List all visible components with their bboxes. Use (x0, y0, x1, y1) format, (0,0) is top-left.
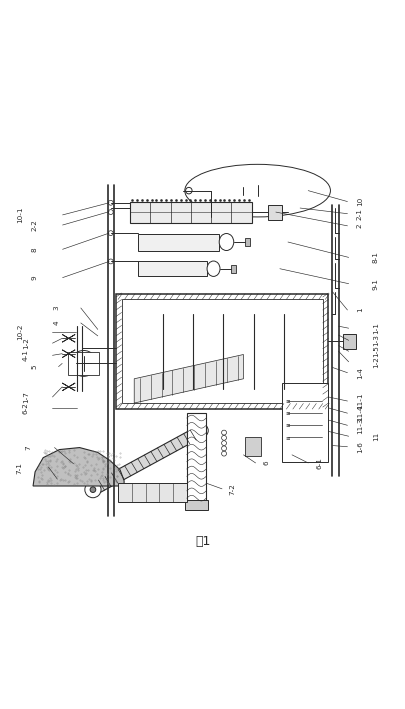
Polygon shape (62, 335, 75, 342)
Text: ≡: ≡ (284, 411, 289, 415)
Text: 8: 8 (31, 247, 37, 252)
Polygon shape (62, 335, 75, 342)
Bar (342, 334, 355, 350)
Text: 9-1: 9-1 (372, 278, 378, 290)
Text: 2: 2 (356, 223, 362, 228)
Circle shape (90, 487, 96, 493)
Bar (138, 261, 207, 277)
Circle shape (108, 210, 113, 215)
Text: 10: 10 (356, 197, 362, 206)
Ellipse shape (184, 164, 330, 217)
Text: 7-2: 7-2 (229, 483, 235, 495)
Text: ≡: ≡ (284, 398, 289, 403)
Text: 4: 4 (53, 320, 59, 325)
Text: ≡: ≡ (284, 435, 289, 440)
Circle shape (221, 446, 226, 451)
Bar (245, 238, 250, 246)
Bar (245, 437, 260, 457)
Ellipse shape (207, 261, 220, 277)
Text: 1-1: 1-1 (372, 323, 378, 334)
Text: 5: 5 (31, 364, 37, 369)
Text: 8-1: 8-1 (372, 252, 378, 263)
Circle shape (70, 350, 96, 376)
Circle shape (108, 259, 113, 264)
Text: 11-1: 11-1 (356, 393, 362, 409)
Circle shape (108, 230, 113, 235)
Circle shape (195, 424, 208, 437)
Bar (116, 294, 328, 409)
Ellipse shape (219, 233, 233, 250)
Text: 1-4: 1-4 (356, 367, 362, 379)
Text: 6: 6 (263, 461, 269, 465)
Text: 1-7: 1-7 (23, 391, 29, 403)
Circle shape (221, 435, 226, 440)
Polygon shape (62, 383, 75, 391)
Polygon shape (62, 383, 75, 391)
Text: 3: 3 (53, 306, 59, 311)
Polygon shape (62, 350, 75, 357)
Text: 1-5: 1-5 (372, 345, 378, 357)
Circle shape (85, 481, 101, 498)
Text: 10-1: 10-1 (17, 206, 23, 223)
Bar (186, 413, 206, 502)
Text: 4-1: 4-1 (23, 350, 29, 362)
Text: 9: 9 (31, 275, 37, 280)
Text: 1-3: 1-3 (372, 335, 378, 346)
Text: 1-2: 1-2 (23, 337, 29, 349)
Bar (231, 264, 236, 273)
Polygon shape (33, 447, 124, 486)
Bar (281, 383, 328, 462)
Text: 11: 11 (372, 432, 378, 441)
Bar (267, 205, 281, 220)
Circle shape (221, 451, 226, 456)
Text: 6-2: 6-2 (23, 402, 29, 414)
Text: 11-3: 11-3 (356, 417, 362, 434)
Text: 7: 7 (25, 445, 31, 450)
Circle shape (221, 430, 226, 435)
Polygon shape (62, 350, 75, 357)
Circle shape (185, 187, 192, 194)
Circle shape (221, 441, 226, 445)
Bar (68, 352, 99, 375)
Text: 2-2: 2-2 (31, 219, 37, 231)
Text: 11-4: 11-4 (356, 405, 362, 421)
Text: 1-2: 1-2 (372, 356, 378, 368)
Bar (130, 202, 251, 223)
Bar (122, 299, 322, 403)
Text: 1: 1 (356, 308, 362, 312)
Bar (138, 233, 219, 250)
Circle shape (108, 201, 113, 205)
Text: 2-1: 2-1 (356, 208, 362, 220)
Bar (118, 483, 186, 502)
Text: 7-1: 7-1 (17, 462, 23, 474)
Polygon shape (134, 354, 243, 403)
Text: 6-1: 6-1 (315, 457, 322, 469)
Text: 1-6: 1-6 (356, 441, 362, 452)
Polygon shape (90, 425, 205, 495)
Text: 图1: 图1 (195, 535, 210, 548)
Text: 10-2: 10-2 (17, 324, 23, 340)
Text: ≡: ≡ (284, 423, 289, 428)
Bar (184, 500, 208, 510)
